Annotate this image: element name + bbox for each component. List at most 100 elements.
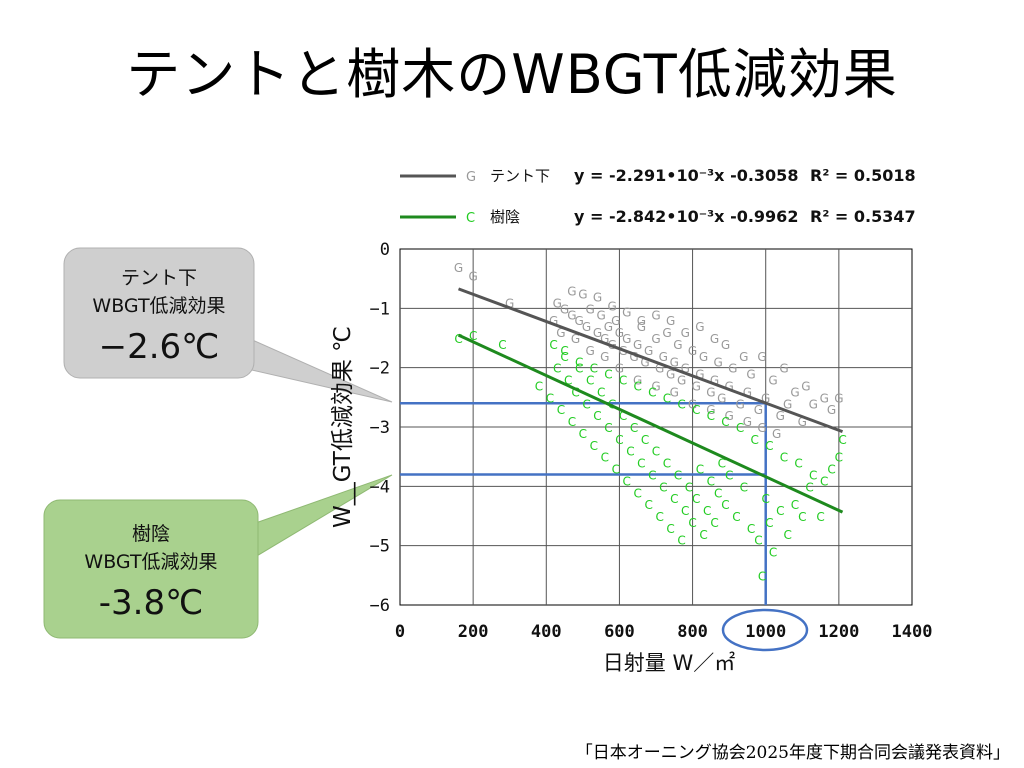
- slide-title: テントと樹木のWBGT低減効果: [126, 43, 898, 106]
- data-point: C: [648, 468, 656, 482]
- data-point: C: [688, 516, 696, 530]
- data-point: G: [746, 368, 755, 382]
- data-point: G: [468, 270, 477, 284]
- data-point: C: [721, 498, 729, 512]
- data-point: G: [651, 379, 660, 393]
- data-point: G: [739, 350, 748, 364]
- data-point: C: [615, 433, 623, 447]
- callout-box: [43, 499, 259, 639]
- data-point: G: [575, 314, 584, 328]
- data-point: G: [724, 409, 733, 423]
- x-tick-label: 600: [604, 622, 635, 642]
- data-point: C: [469, 329, 477, 343]
- data-point: C: [721, 415, 729, 429]
- data-point: C: [783, 528, 791, 542]
- data-point: G: [670, 385, 679, 399]
- y-tick-label: −1: [370, 299, 390, 319]
- data-point: C: [809, 468, 817, 482]
- data-point: C: [498, 338, 506, 352]
- data-point: G: [662, 326, 671, 340]
- data-point: C: [560, 344, 568, 358]
- data-point: G: [724, 379, 733, 393]
- fit-line: [457, 333, 844, 514]
- data-point: C: [663, 391, 671, 405]
- data-point: G: [761, 391, 770, 405]
- data-point: C: [590, 439, 598, 453]
- data-point: C: [718, 457, 726, 471]
- data-point: C: [707, 474, 715, 488]
- data-point: G: [757, 350, 766, 364]
- data-point: C: [553, 362, 561, 376]
- callout-tree-shade: 樹陰 WBGT低減効果 -3.8℃: [43, 474, 393, 639]
- data-point: G: [582, 320, 591, 334]
- data-point: C: [652, 445, 660, 459]
- data-point: G: [505, 296, 514, 310]
- callout-line1: 樹陰: [132, 523, 170, 545]
- data-point: G: [633, 338, 642, 352]
- y-tick-label: −3: [370, 418, 390, 438]
- data-point: C: [740, 480, 748, 494]
- data-point: G: [454, 261, 463, 275]
- data-point: C: [677, 534, 685, 548]
- data-point: C: [751, 433, 759, 447]
- data-point: C: [634, 379, 642, 393]
- data-point: C: [762, 492, 770, 506]
- reference-lines: [400, 402, 767, 605]
- data-point: C: [634, 486, 642, 500]
- data-point: G: [615, 362, 624, 376]
- data-point: C: [736, 421, 744, 435]
- data-point: G: [666, 368, 675, 382]
- x-tick-labels: 0 200 400 600 800 1000 1200 1400: [395, 622, 933, 642]
- data-point: G: [640, 356, 649, 370]
- data-point: C: [601, 451, 609, 465]
- footer-source: 「日本オーニング協会2025年度下期合同会議発表資料」: [575, 743, 1010, 763]
- data-point: C: [575, 356, 583, 370]
- data-point: G: [586, 302, 595, 316]
- data-point: C: [681, 504, 689, 518]
- data-point: G: [600, 332, 609, 346]
- data-point: G: [673, 338, 682, 352]
- data-point: C: [820, 474, 828, 488]
- data-point: C: [619, 409, 627, 423]
- data-point: C: [710, 516, 718, 530]
- data-point: C: [707, 409, 715, 423]
- data-point: C: [696, 463, 704, 477]
- data-point: G: [743, 385, 752, 399]
- data-point: G: [706, 385, 715, 399]
- data-point: G: [637, 320, 646, 334]
- data-point: C: [827, 463, 835, 477]
- data-point: C: [641, 433, 649, 447]
- data-point: G: [688, 344, 697, 358]
- data-point: C: [590, 362, 598, 376]
- data-point: C: [637, 457, 645, 471]
- data-point: G: [717, 391, 726, 405]
- data-point: C: [732, 510, 740, 524]
- data-point: G: [607, 299, 616, 313]
- data-point: G: [637, 314, 646, 328]
- y-tick-label: −6: [370, 596, 390, 616]
- data-point: G: [567, 308, 576, 322]
- x-axis-label: 日射量 W／㎡: [603, 651, 735, 675]
- data-point: G: [604, 320, 613, 334]
- data-point: C: [776, 504, 784, 518]
- x-tick-label: 400: [531, 622, 562, 642]
- data-point: C: [575, 362, 583, 376]
- data-point: G: [586, 344, 595, 358]
- data-point: G: [600, 350, 609, 364]
- data-point: G: [801, 379, 810, 393]
- legend-r2-tent: R² = 0.5018: [810, 166, 916, 185]
- y-tick-label: −4: [370, 477, 390, 497]
- legend-marker-shade: C: [466, 211, 475, 226]
- x-tick-label: 1400: [892, 622, 933, 642]
- data-point: C: [765, 516, 773, 530]
- highlight-ellipse: [721, 608, 809, 652]
- data-point: G: [743, 415, 752, 429]
- data-point: G: [809, 397, 818, 411]
- data-point: C: [769, 546, 777, 560]
- data-point: G: [593, 326, 602, 340]
- y-tick-label: 0: [380, 240, 390, 260]
- data-point: C: [816, 510, 824, 524]
- x-tick-label: 1000: [745, 622, 786, 642]
- data-point: G: [735, 397, 744, 411]
